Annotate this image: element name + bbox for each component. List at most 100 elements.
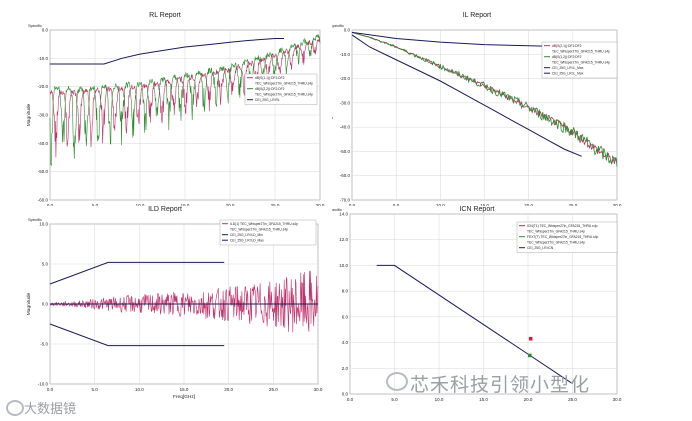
legend-entry: TEC_Whisper27in_GFA215_THRU.s4p: [255, 93, 313, 97]
x-tick-label: 10.0: [435, 397, 444, 402]
legend-entry: dB(S(2,2)):DF2:DF2: [255, 87, 285, 91]
y-tick-label: 2.0: [342, 366, 349, 371]
y-tick-label: 0.0: [42, 302, 49, 307]
x-tick-label: 15.0: [181, 203, 190, 208]
x-tick-label: 30.0: [613, 203, 622, 208]
y-tick-label: 5.0: [42, 262, 49, 267]
corner-label: Specific: [332, 23, 344, 28]
legend-entry: ILD(1) TEC_Whisper27in_GFA215_THRU.s4p: [230, 222, 298, 226]
x-tick-label: 25.0: [568, 397, 577, 402]
x-tick-label: 25.0: [568, 203, 577, 208]
y-tick-label: -30.0: [38, 113, 49, 118]
series-line-0: [351, 32, 618, 165]
legend-entry: TEC_Whisper27in_GFA215_THRU.s4p: [255, 82, 313, 86]
series-line-2: [50, 38, 284, 65]
legend-entry: TEC_Whisper27in_GFA215_THRU.s4p: [527, 241, 585, 245]
icn-report-panel: ICN Report 0.0 5.0 10.0 15.0 20.0 25.0 30.0 14.…: [332, 206, 622, 402]
ild-chart: 0.0 5.0 10.0 15.0 20.0 25.0 30.0 10.0 5.0 0.0 -5.0…: [26, 217, 323, 400]
logo-icon: [6, 400, 24, 416]
y-tick-label: -5.0: [40, 342, 48, 347]
y-tick-label: -40.0: [340, 125, 351, 130]
legend-box: [516, 221, 618, 253]
x-tick-label: 10.0: [136, 203, 145, 208]
y-tick-label: 6.0: [342, 314, 349, 319]
y-tick-label: 10.0: [339, 263, 348, 268]
y-tick-label: -60.0: [340, 173, 351, 178]
x-tick-label: 0.0: [347, 397, 354, 402]
wechat-icon: [386, 372, 408, 391]
y-tick-label: 8.0: [342, 289, 349, 294]
x-tick-label: 20.0: [524, 203, 533, 208]
y-tick-label: -60.0: [38, 198, 49, 203]
x-tick-label: 20.0: [224, 387, 233, 392]
y-tick-label: 10.0: [39, 222, 48, 227]
rl-chart: 0.0 5.0 10.0 15.0 20.0 25.0 30.0 0.0 -10.0 -20.0 -…: [26, 23, 325, 208]
ild-title: ILD Report: [148, 206, 182, 213]
y-tick-label: 0.0: [344, 28, 351, 33]
icn-chart: 0.0 5.0 10.0 15.0 20.0 25.0 30.0 14.0 12.0 10.0 8.…: [332, 207, 622, 402]
y-tick-label: -50.0: [340, 149, 351, 154]
series-line-1: [351, 32, 618, 167]
x-tick-label: 5.0: [92, 203, 99, 208]
legend-entry: dB(S(1,1)):DF1:DF2: [255, 76, 285, 80]
legend-entry: CEI_25G_LR:IL_Max: [552, 72, 584, 76]
x-tick-label: 20.0: [226, 203, 235, 208]
series-line-0: [49, 36, 321, 158]
legend-entry: TEC_Whisper27in_GFA215_THRU.s4p: [527, 230, 585, 234]
x-tick-label: 0.0: [47, 203, 54, 208]
y-tick-label: -20.0: [340, 76, 351, 81]
y-tick-label: 14.0: [339, 212, 348, 217]
x-tick-label: 5.0: [391, 397, 398, 402]
series-line-2: [351, 34, 582, 157]
y-tick-label: 12.0: [339, 237, 348, 242]
x-tick-label: 30.0: [316, 203, 325, 208]
corner-label: Specific: [28, 23, 42, 28]
legend-entry: TEC_Whisper27in_GFA215_THRU.s4p: [230, 228, 288, 232]
icn-title: ICN Report: [459, 206, 495, 213]
y-tick-label: 4.0: [342, 340, 349, 345]
legend-entry: dB(S(1,2)):DF2:DF2: [552, 55, 582, 59]
legend-entry: TEC_Whisper27in_GFA215_THRU.s4p: [552, 61, 610, 65]
legend-entry: CEI_25G_LR:IL_Max: [552, 66, 584, 70]
x-tick-label: 15.0: [479, 397, 488, 402]
y-tick-label: -30.0: [340, 100, 351, 105]
y-tick-label: 0.0: [342, 392, 349, 397]
corner-label: Specific: [332, 207, 342, 212]
legend-entry: FEXT(T) TEC_Whisper27in_GFA215_THRU.s4p: [527, 235, 599, 239]
il-title: IL Report: [462, 12, 492, 19]
x-tick-label: 30.0: [613, 397, 622, 402]
ild-report-panel: ILD Report 0.0 5.0 10.0 15.0 20.0 25.0 30.0 10.…: [0, 206, 330, 402]
legend-entry: ICN(T1) TEC_Whisper27in_GFA215_THRU.s4p: [527, 224, 598, 228]
x-tick-label: 5.0: [393, 203, 400, 208]
series-line-1: [49, 33, 321, 167]
series-line-0: [376, 264, 573, 385]
legend-entry: CEI_25G_LR:RL: [255, 98, 280, 102]
corner-label: Specific: [28, 217, 42, 222]
y-axis-label: Magnitude: [332, 103, 334, 126]
watermark-corner: 大数据镜: [24, 401, 77, 416]
legend-box: [219, 219, 317, 246]
x-tick-label: 10.0: [436, 203, 445, 208]
legend-box: [244, 73, 318, 105]
series-line-1: [49, 261, 225, 285]
x-tick-label: 25.0: [269, 387, 278, 392]
watermark-main: 芯禾科技引领小型化: [410, 375, 591, 396]
x-tick-label: 30.0: [314, 387, 323, 392]
y-tick-label: 0.0: [42, 28, 49, 33]
x-tick-label: 20.0: [524, 397, 533, 402]
x-tick-label: 25.0: [271, 203, 280, 208]
y-tick-label: -50.0: [38, 169, 49, 174]
y-tick-label: -40.0: [38, 141, 49, 146]
y-tick-label: -10.0: [38, 382, 49, 387]
rl-title: RL Report: [149, 12, 181, 19]
scatter-point-1: [527, 353, 532, 358]
legend-box: [541, 41, 618, 79]
x-tick-label: 0.0: [47, 387, 54, 392]
il-chart: 0.0 5.0 10.0 15.0 20.0 25.0 30.0 0.0 -10.0 -20.0 -…: [332, 23, 622, 208]
y-axis-label: Magnitude: [26, 103, 32, 126]
il-report-panel: IL Report 0.05.010.015.020.025.030.00.0-…: [332, 12, 622, 208]
x-tick-label: 10.0: [135, 387, 144, 392]
legend-entry: CEI_25G_LR:ICN: [527, 246, 554, 250]
x-axis-label: Freq[GHz]: [173, 394, 195, 400]
y-tick-label: -10.0: [38, 56, 49, 61]
